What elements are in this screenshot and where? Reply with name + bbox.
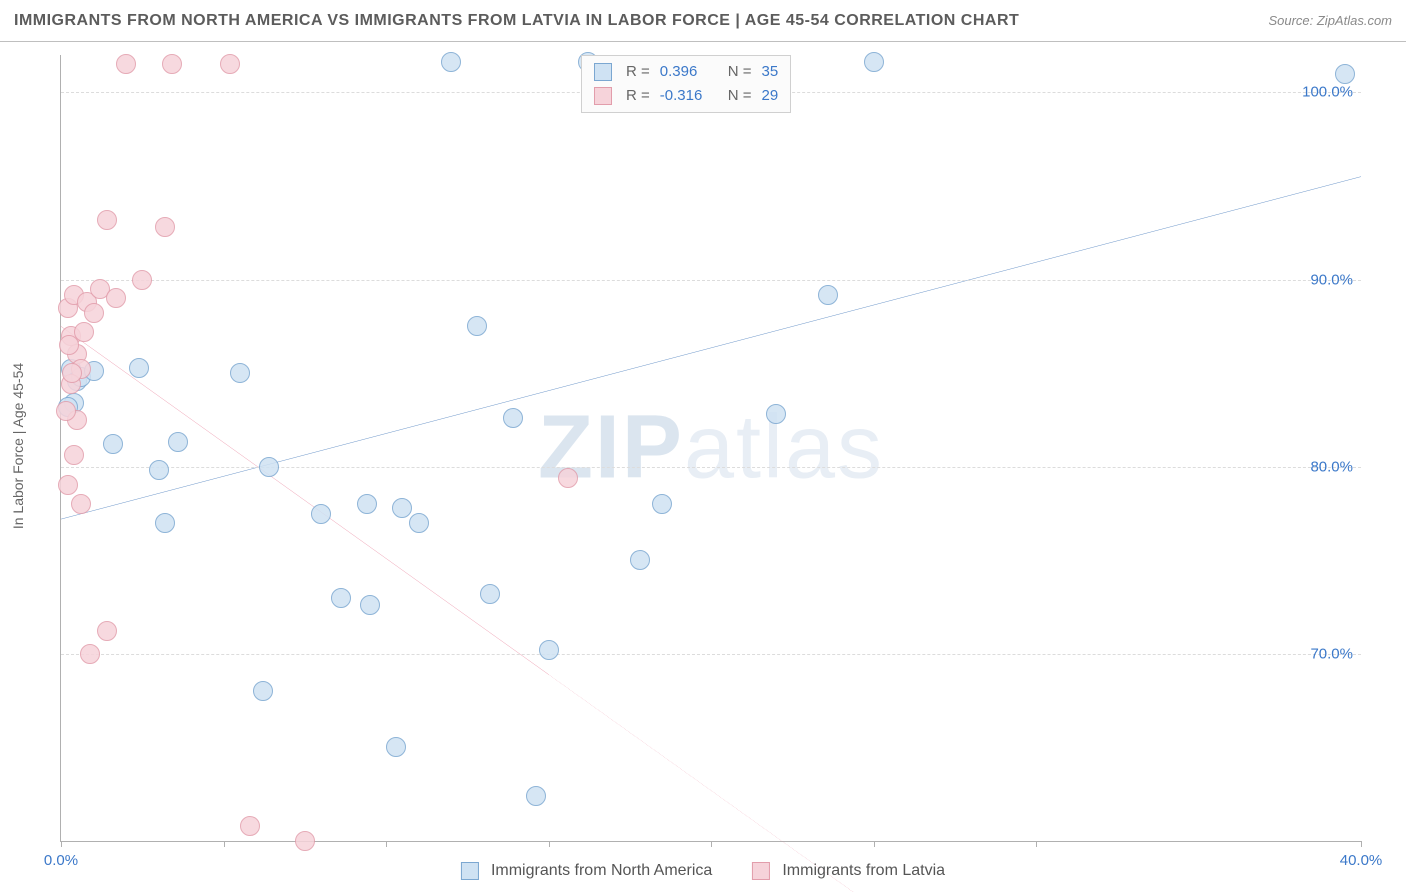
data-point-na <box>230 363 250 383</box>
n-value-lv: 29 <box>762 84 779 108</box>
data-point-na <box>766 404 786 424</box>
x-tick-label: 0.0% <box>44 852 78 869</box>
x-tick <box>1036 841 1037 847</box>
data-point-na <box>539 640 559 660</box>
source-label: Source: ZipAtlas.com <box>1268 13 1392 28</box>
data-point-na <box>360 595 380 615</box>
legend-top: R = 0.396 N = 35 R = -0.316 N = 29 <box>581 55 791 113</box>
data-point-na <box>149 460 169 480</box>
n-value-na: 35 <box>762 60 779 84</box>
data-point-lv <box>106 288 126 308</box>
data-point-lv <box>97 210 117 230</box>
r-value-lv: -0.316 <box>660 84 718 108</box>
trendline-dash-lv <box>549 674 874 892</box>
data-point-na <box>467 316 487 336</box>
data-point-na <box>409 513 429 533</box>
data-point-lv <box>132 270 152 290</box>
y-axis-label: In Labor Force | Age 45-54 <box>10 363 26 529</box>
r-label: R = <box>626 60 650 84</box>
data-point-na <box>630 550 650 570</box>
n-label: N = <box>728 60 752 84</box>
chart-title: IMMIGRANTS FROM NORTH AMERICA VS IMMIGRA… <box>14 12 1019 30</box>
data-point-na <box>1335 64 1355 84</box>
legend-item-lv: Immigrants from Latvia <box>752 862 945 880</box>
data-point-lv <box>84 303 104 323</box>
x-tick <box>874 841 875 847</box>
y-tick-label: 80.0% <box>1310 458 1353 475</box>
legend-label-na: Immigrants from North America <box>491 862 712 880</box>
data-point-na <box>331 588 351 608</box>
trendline-lv <box>61 326 549 674</box>
data-point-lv <box>58 475 78 495</box>
y-tick-label: 90.0% <box>1310 271 1353 288</box>
gridline <box>61 280 1361 281</box>
data-point-lv <box>220 54 240 74</box>
y-tick-label: 70.0% <box>1310 645 1353 662</box>
legend-stat-row-na: R = 0.396 N = 35 <box>594 60 778 84</box>
data-point-na <box>392 498 412 518</box>
data-point-lv <box>155 217 175 237</box>
data-point-na <box>103 434 123 454</box>
y-tick-label: 100.0% <box>1302 84 1353 101</box>
trendline-na <box>61 177 1361 519</box>
r-label: R = <box>626 84 650 108</box>
swatch-lv <box>594 87 612 105</box>
data-point-lv <box>116 54 136 74</box>
plot-area: ZIPatlas 70.0%80.0%90.0%100.0%0.0%40.0%R… <box>60 55 1361 842</box>
data-point-na <box>155 513 175 533</box>
title-bar: IMMIGRANTS FROM NORTH AMERICA VS IMMIGRA… <box>0 0 1406 42</box>
data-point-lv <box>240 816 260 836</box>
r-value-na: 0.396 <box>660 60 718 84</box>
data-point-na <box>818 285 838 305</box>
legend-bottom: Immigrants from North America Immigrants… <box>461 862 945 880</box>
x-tick <box>549 841 550 847</box>
data-point-na <box>480 584 500 604</box>
data-point-na <box>168 432 188 452</box>
gridline <box>61 654 1361 655</box>
swatch-na <box>594 63 612 81</box>
data-point-lv <box>295 831 315 851</box>
x-tick <box>1361 841 1362 847</box>
swatch-lv <box>752 862 770 880</box>
data-point-lv <box>162 54 182 74</box>
x-tick <box>711 841 712 847</box>
trend-lines <box>61 55 1361 841</box>
data-point-na <box>386 737 406 757</box>
data-point-lv <box>64 445 84 465</box>
legend-label-lv: Immigrants from Latvia <box>782 862 945 880</box>
data-point-na <box>129 358 149 378</box>
data-point-lv <box>56 401 76 421</box>
data-point-lv <box>71 494 91 514</box>
x-tick-label: 40.0% <box>1340 852 1383 869</box>
x-tick <box>224 841 225 847</box>
data-point-na <box>652 494 672 514</box>
data-point-lv <box>59 335 79 355</box>
data-point-na <box>311 504 331 524</box>
data-point-na <box>503 408 523 428</box>
legend-item-na: Immigrants from North America <box>461 862 712 880</box>
swatch-na <box>461 862 479 880</box>
data-point-na <box>526 786 546 806</box>
legend-stat-row-lv: R = -0.316 N = 29 <box>594 84 778 108</box>
data-point-na <box>864 52 884 72</box>
n-label: N = <box>728 84 752 108</box>
data-point-lv <box>62 363 82 383</box>
data-point-na <box>357 494 377 514</box>
gridline <box>61 467 1361 468</box>
data-point-lv <box>80 644 100 664</box>
data-point-lv <box>558 468 578 488</box>
data-point-na <box>441 52 461 72</box>
data-point-na <box>253 681 273 701</box>
data-point-na <box>259 457 279 477</box>
x-tick <box>61 841 62 847</box>
x-tick <box>386 841 387 847</box>
data-point-lv <box>97 621 117 641</box>
